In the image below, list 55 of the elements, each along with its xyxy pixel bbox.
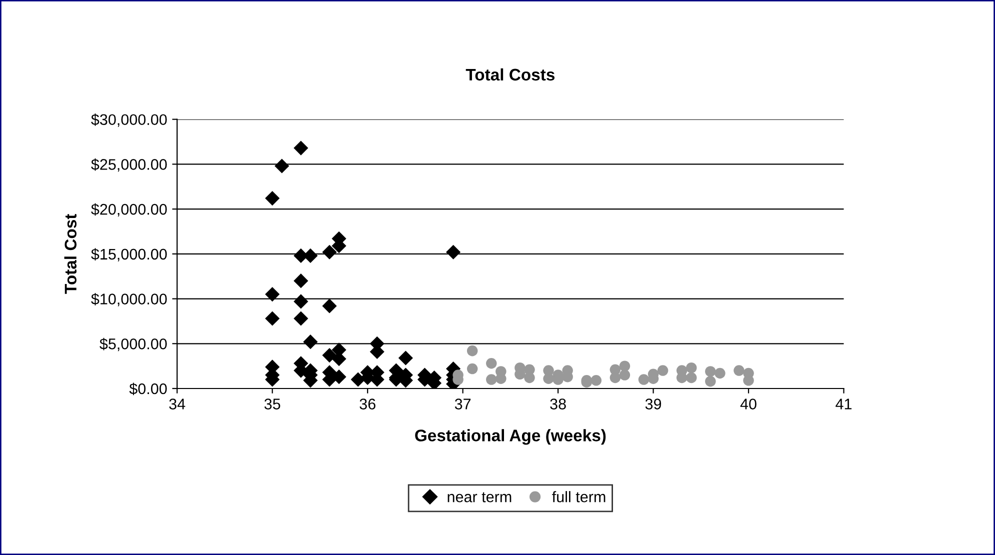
y-tick-label: $0.00 (129, 382, 167, 396)
x-tick-label: 35 (264, 398, 280, 410)
x-tick-label: 34 (169, 398, 186, 410)
point (466, 363, 478, 374)
point (619, 360, 630, 372)
chart-title: Total Costs (466, 68, 555, 81)
point (619, 370, 630, 380)
y-tick-label: $25,000.00 (91, 158, 167, 172)
point (543, 373, 554, 384)
point (350, 372, 366, 387)
point (265, 287, 280, 302)
point (734, 365, 744, 376)
point (610, 372, 621, 384)
point (657, 365, 668, 376)
point (294, 274, 308, 288)
x-tick-label: 37 (454, 398, 471, 410)
point (524, 372, 535, 384)
y-tick-label: $20,000.00 (91, 203, 167, 217)
point (446, 244, 461, 260)
x-tick-label: 38 (550, 398, 566, 410)
point (332, 370, 346, 384)
point (398, 350, 413, 366)
x-tick-label: 40 (740, 398, 756, 410)
point (686, 362, 697, 374)
point (294, 140, 308, 156)
point (714, 368, 726, 379)
point (322, 298, 337, 314)
point (686, 372, 697, 384)
x-axis-title: Gestational Age (weeks) (415, 429, 606, 445)
point (638, 374, 650, 385)
point (322, 348, 337, 363)
point (486, 374, 497, 385)
point (294, 311, 308, 326)
legend-label: full term (552, 491, 606, 502)
point (274, 158, 290, 174)
point (294, 294, 308, 309)
point (486, 358, 497, 369)
x-tick-label: 41 (836, 398, 852, 410)
legend-label: near term (448, 492, 512, 502)
y-axis-title: Total Cost (64, 214, 77, 294)
point (590, 375, 602, 386)
point (466, 345, 478, 356)
point (322, 244, 337, 260)
point (705, 366, 716, 377)
point (265, 191, 280, 206)
x-tick-label: 39 (645, 398, 662, 410)
point (705, 376, 716, 387)
y-tick-label: $30,000.00 (91, 114, 167, 127)
x-tick-label: 36 (360, 398, 376, 410)
point (265, 311, 280, 326)
y-tick-label: $10,000.00 (91, 293, 167, 306)
y-tick-label: $15,000.00 (91, 248, 167, 262)
y-tick-label: $5,000.00 (100, 338, 167, 352)
point (303, 334, 318, 350)
point (743, 375, 754, 386)
